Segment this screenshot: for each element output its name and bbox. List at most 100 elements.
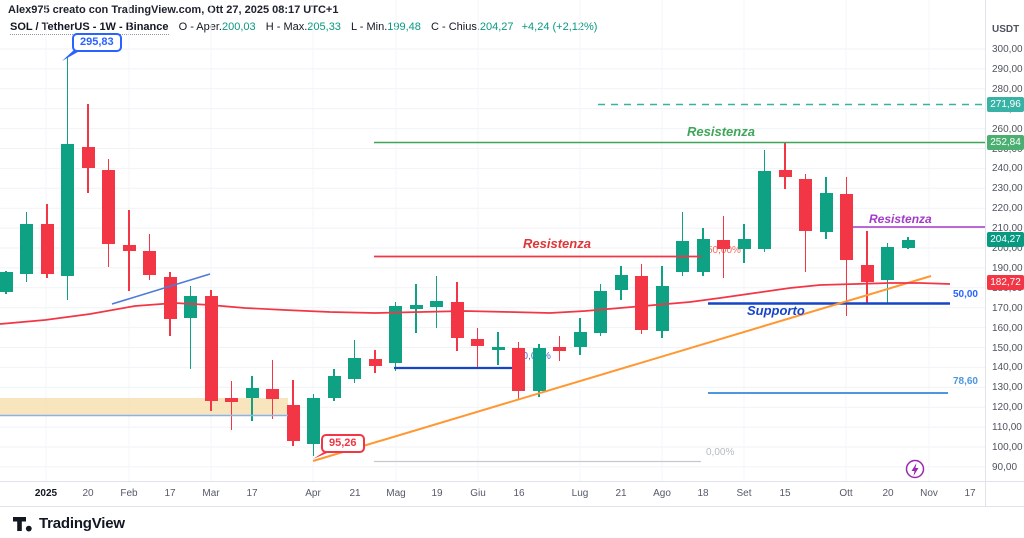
high-label: H - Max.	[265, 21, 308, 33]
price-badge: 252,84	[987, 135, 1024, 151]
price-tick: 90,00	[992, 461, 1018, 473]
candle-body	[655, 285, 669, 331]
price-tick: 160,00	[992, 322, 1023, 334]
candle-body	[512, 348, 525, 392]
candle-body	[184, 295, 197, 318]
price-tick: 190,00	[992, 262, 1023, 274]
price-tick: 110,00	[992, 422, 1022, 434]
time-tick: 17	[246, 488, 258, 499]
price-badge: 271,96	[987, 97, 1024, 113]
level-label: 50,00	[952, 289, 978, 300]
candle-wick	[230, 381, 233, 431]
low-label: L - Min.	[351, 21, 388, 33]
price-tick: 130,00	[992, 382, 1023, 394]
candle-body	[881, 247, 894, 280]
price-tick: 200,00	[992, 243, 1023, 254]
annotation-text[interactable]: Resistenza	[687, 124, 755, 139]
annotation-text[interactable]: Resistenza	[869, 212, 932, 226]
ma-line[interactable]	[0, 282, 951, 325]
trendline-blue-short[interactable]	[111, 273, 211, 305]
footer-bar: TradingView	[0, 506, 1024, 538]
open-value: 200,03	[222, 21, 256, 33]
close-value: 204,27	[479, 21, 514, 33]
drawings-layer	[0, 49, 985, 479]
annotation-text[interactable]: Supporto	[747, 303, 805, 318]
tradingview-logo-icon	[13, 517, 32, 532]
level-label: 78,60	[952, 376, 978, 387]
price-badge: 204,27	[987, 232, 1024, 247]
price-axis[interactable]: USDT 300,00290,00280,00270,00260,00250,0…	[985, 0, 1024, 481]
candle-body	[225, 398, 238, 403]
price-callout-high[interactable]: 295,83	[72, 33, 122, 52]
candle-body	[778, 170, 792, 178]
candle-body	[532, 348, 546, 392]
candle-wick	[251, 376, 253, 422]
trendline-orange[interactable]	[312, 275, 932, 462]
chart-attribution: Alex975 creato con TradingView.com, Ott …	[8, 4, 339, 16]
high-value: 205,33	[307, 21, 341, 33]
candle-body	[389, 305, 402, 364]
symbol-bar: SOL / TetherUS - 1W - Binance O - Aper.2…	[10, 21, 598, 35]
highlight-band[interactable]	[0, 398, 288, 415]
candle-body	[717, 240, 730, 249]
time-tick: Lug	[571, 488, 589, 499]
time-tick: Mar	[202, 488, 220, 499]
candle-body	[286, 405, 300, 442]
candle-body	[635, 275, 648, 330]
candle-body	[348, 358, 361, 380]
time-tick: 21	[349, 488, 361, 499]
time-axis[interactable]: 2025 20 Feb 17 Mar 17 Apr 21 Mag 19 Giu 16 Lug 21 Ago 1…	[0, 481, 985, 507]
time-tick: 17	[164, 488, 176, 499]
time-tick: 20	[882, 488, 894, 499]
candle-body	[81, 146, 95, 169]
candle-body	[901, 239, 915, 248]
time-tick: Ago	[653, 488, 671, 499]
price-tick: 210,00	[992, 223, 1023, 235]
price-tick: 150,00	[992, 342, 1023, 354]
change-value: +4,24 (+2,12%)	[521, 21, 598, 33]
price-tick: 120,00	[992, 402, 1023, 414]
tradingview-brand-text: TradingView	[39, 515, 125, 532]
price-callout-low[interactable]: 95,26	[321, 434, 365, 453]
candle-body	[0, 271, 13, 292]
candle-body	[204, 295, 218, 402]
candle-body	[102, 170, 115, 244]
candle-body	[819, 193, 833, 233]
price-tick: 240,00	[992, 163, 1023, 175]
chart-pane[interactable]: 50,00%0,00%50,00% ResistenzaResistenzaRe…	[0, 0, 985, 481]
time-tick: 15	[779, 488, 791, 499]
time-tick: 21	[615, 488, 627, 499]
axis-corner	[985, 481, 1024, 507]
time-tick: Nov	[920, 488, 938, 499]
time-tick: 18	[697, 488, 709, 499]
candle-body	[368, 359, 382, 367]
time-tick: 2025	[34, 488, 58, 499]
candle-wick	[784, 142, 786, 190]
candle-body	[471, 338, 484, 347]
candle-wick	[476, 327, 479, 370]
price-tick: 280,00	[992, 83, 1023, 95]
candle-body	[430, 300, 443, 307]
candle-body	[491, 346, 505, 350]
price-tick: 300,00	[992, 44, 1023, 55]
zap-icon	[911, 463, 919, 476]
candle-body	[307, 398, 320, 444]
tradingview-logo[interactable]: TradingView	[12, 513, 125, 534]
candle-body	[245, 388, 259, 399]
candle-body	[20, 224, 33, 274]
price-badge: 182,72	[987, 274, 1024, 290]
candle-body	[696, 239, 710, 273]
time-tick: 20	[82, 488, 94, 499]
axis-currency-label: USDT	[992, 24, 1020, 35]
candle-body	[40, 224, 54, 274]
time-tick: 19	[431, 488, 443, 499]
candle-body	[614, 274, 628, 290]
time-tick: 17	[964, 488, 976, 499]
annotation-text[interactable]: Resistenza	[523, 236, 591, 251]
price-tick: 260,00	[992, 123, 1023, 135]
candle-body	[594, 290, 607, 333]
candle-wick	[189, 285, 192, 370]
candle-body	[143, 250, 156, 275]
price-tick: 230,00	[992, 183, 1023, 195]
